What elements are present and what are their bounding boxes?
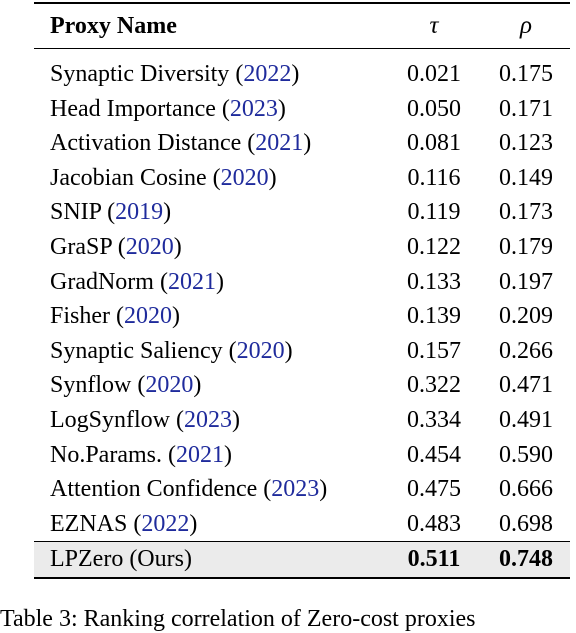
citation-year-link[interactable]: 2020 [125, 233, 174, 260]
citation-year-link[interactable]: 2023 [271, 476, 320, 503]
proxy-name-cell: Activation Distance (2021) [50, 130, 312, 157]
proxy-name-cell: Synaptic Diversity (2022) [50, 61, 300, 87]
proxy-name: Attention Confidence [50, 476, 258, 503]
ours-tau-value: 0.511 [407, 546, 461, 573]
ours-rho-value: 0.748 [499, 546, 553, 573]
proxy-name-cell: Fisher (2020) [50, 303, 180, 330]
rho-value: 0.698 [499, 510, 553, 537]
proxy-name: Synaptic Saliency [50, 337, 223, 364]
rho-value: 0.173 [499, 199, 553, 226]
proxy-name-cell: Jacobian Cosine (2020) [50, 164, 277, 191]
tau-value: 0.334 [407, 406, 461, 433]
citation-year-link[interactable]: 2020 [145, 372, 194, 399]
table-row: Activation Distance (2021) 0.081 0.123 [34, 126, 570, 161]
table-row: Attention Confidence (2023) 0.475 0.666 [34, 472, 570, 507]
table-row: No.Params. (2021) 0.454 0.590 [34, 438, 570, 473]
citation-year-link[interactable]: 2022 [243, 61, 292, 87]
tau-value: 0.475 [407, 476, 461, 503]
proxy-name-cell: Attention Confidence (2023) [50, 476, 328, 503]
proxy-name-cell: GradNorm (2021) [50, 268, 224, 295]
rho-value: 0.171 [499, 95, 553, 122]
proxy-name: Synflow [50, 372, 132, 399]
proxy-name-cell: SNIP (2019) [50, 199, 172, 226]
citation-year-link[interactable]: 2021 [175, 441, 224, 468]
rho-value: 0.149 [499, 164, 553, 191]
proxy-name: Activation Distance [50, 130, 242, 157]
citation-year-link[interactable]: 2023 [184, 406, 232, 433]
proxy-name: LogSynflow [50, 406, 170, 433]
ranking-correlation-table: Proxy Name τ ρ Synaptic Diversity (2022)… [34, 2, 570, 579]
header-proxy-name: Proxy Name [50, 13, 177, 39]
table-row: Head Importance (2023) 0.050 0.171 [34, 92, 570, 127]
rho-value: 0.491 [499, 406, 553, 433]
proxy-name-cell: EZNAS (2022) [50, 510, 198, 537]
table-row: LogSynflow (2023) 0.334 0.491 [34, 403, 570, 438]
proxy-name: EZNAS [50, 510, 128, 537]
tau-value: 0.021 [407, 61, 461, 87]
citation-year-link[interactable]: 2019 [115, 199, 164, 226]
proxy-name: Head Importance [50, 95, 216, 122]
citation-year-link[interactable]: 2020 [236, 337, 285, 364]
proxy-name: SNIP [50, 199, 102, 226]
proxy-name: Synaptic Diversity [50, 61, 230, 87]
citation-year-link[interactable]: 2021 [255, 130, 304, 157]
table-row: Synflow (2020) 0.322 0.471 [34, 368, 570, 403]
table-row: GraSP (2020) 0.122 0.179 [34, 230, 570, 265]
table-row: Fisher (2020) 0.139 0.209 [34, 299, 570, 334]
results-table-container: Proxy Name τ ρ Synaptic Diversity (2022)… [34, 2, 570, 579]
citation-year-link[interactable]: 2023 [229, 95, 278, 122]
tau-value: 0.116 [407, 164, 461, 191]
table-header-row: Proxy Name τ ρ [34, 3, 570, 49]
tau-value: 0.050 [407, 95, 461, 122]
proxy-name-cell: Head Importance (2023) [50, 95, 286, 122]
proxy-name: GradNorm [50, 268, 154, 295]
tau-value: 0.139 [407, 303, 461, 330]
citation-year-link[interactable]: 2020 [124, 303, 172, 330]
proxy-name: No.Params. [50, 441, 162, 468]
table-row: GradNorm (2021) 0.133 0.197 [34, 265, 570, 300]
rho-value: 0.197 [499, 268, 553, 295]
proxy-name: GraSP [50, 233, 112, 260]
header-rho: ρ [520, 12, 532, 39]
tau-value: 0.157 [407, 337, 461, 364]
table-row: Synaptic Diversity (2022) 0.021 0.175 [34, 49, 570, 92]
table-row: Jacobian Cosine (2020) 0.116 0.149 [34, 161, 570, 196]
rho-value: 0.266 [499, 337, 553, 364]
rho-value: 0.179 [499, 233, 553, 260]
rho-value: 0.590 [499, 441, 553, 468]
header-tau: τ [429, 12, 439, 39]
tau-value: 0.133 [407, 268, 461, 295]
rho-value: 0.209 [499, 303, 553, 330]
tau-value: 0.122 [407, 233, 461, 260]
table-row: Synaptic Saliency (2020) 0.157 0.266 [34, 334, 570, 369]
ours-proxy-name: LPZero (Ours) [50, 546, 192, 573]
tau-value: 0.081 [407, 130, 461, 157]
citation-year-link[interactable]: 2020 [220, 164, 269, 191]
proxy-name-cell: LogSynflow (2023) [50, 406, 240, 433]
citation-year-link[interactable]: 2022 [141, 510, 190, 537]
tau-value: 0.119 [407, 199, 461, 226]
table-row: SNIP (2019) 0.119 0.173 [34, 195, 570, 230]
ours-row: LPZero (Ours) 0.511 0.748 [34, 541, 570, 578]
proxy-name-cell: GraSP (2020) [50, 233, 182, 260]
rho-value: 0.123 [499, 130, 553, 157]
table-caption: Table 3: Ranking correlation of Zero-cos… [0, 606, 476, 632]
tau-value: 0.322 [407, 372, 461, 399]
proxy-name-cell: Synaptic Saliency (2020) [50, 337, 293, 364]
proxy-name: Jacobian Cosine [50, 164, 207, 191]
tau-value: 0.483 [407, 510, 461, 537]
tau-value: 0.454 [407, 441, 461, 468]
proxy-name: Fisher [50, 303, 110, 330]
table-row: EZNAS (2022) 0.483 0.698 [34, 507, 570, 542]
rho-value: 0.471 [499, 372, 553, 399]
proxy-name-cell: Synflow (2020) [50, 372, 202, 399]
citation-year-link[interactable]: 2021 [167, 268, 216, 295]
rho-value: 0.666 [499, 476, 553, 503]
proxy-name-cell: No.Params. (2021) [50, 441, 232, 468]
rho-value: 0.175 [499, 61, 553, 87]
